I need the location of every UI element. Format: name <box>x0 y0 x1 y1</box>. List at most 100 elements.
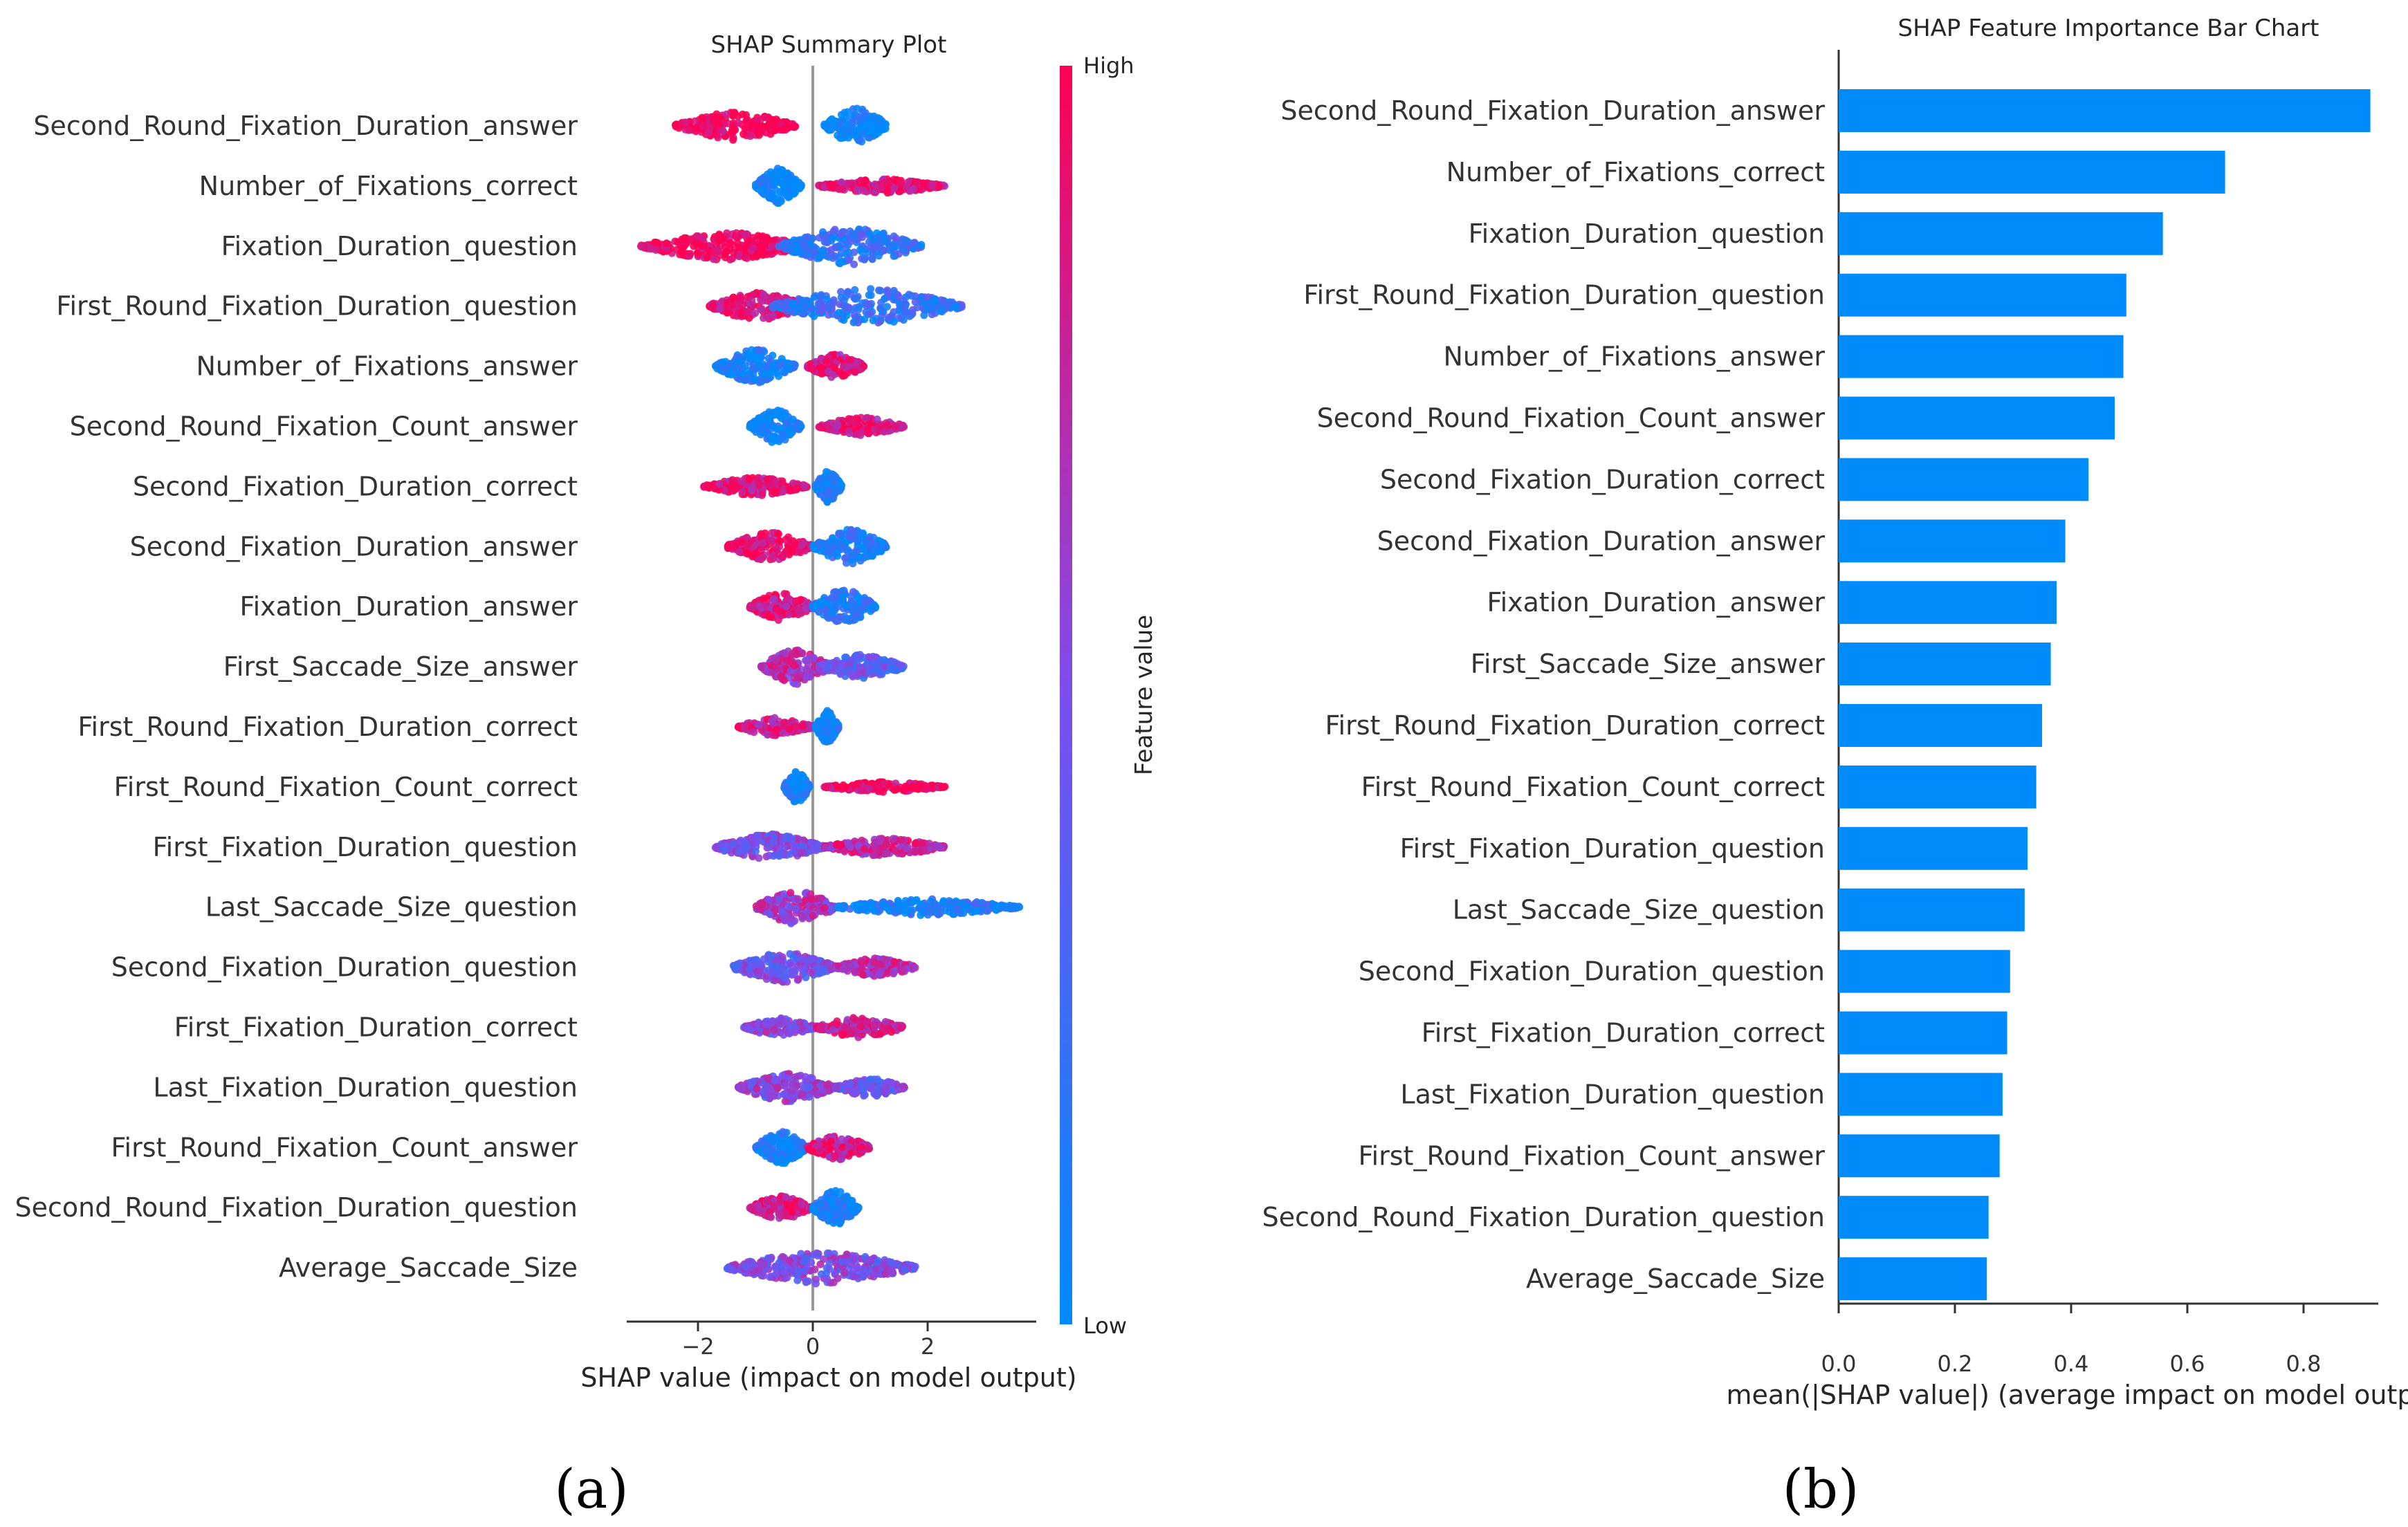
summary-point <box>737 293 744 302</box>
summary-point <box>868 122 876 130</box>
summary-point <box>764 613 773 621</box>
summary-point <box>876 242 885 250</box>
summary-point <box>772 664 780 672</box>
summary-point <box>837 481 845 489</box>
summary-point <box>854 313 862 321</box>
summary-point <box>743 843 751 851</box>
summary-point <box>911 848 919 856</box>
summary-point <box>769 555 777 563</box>
summary-point <box>837 669 845 677</box>
summary-point <box>875 286 883 295</box>
summary-point <box>877 547 885 555</box>
summary-point <box>856 246 865 254</box>
summary-feature-label: Number_of_Fixations_correct <box>199 171 578 201</box>
summary-point <box>729 248 737 257</box>
summary-point <box>873 667 881 674</box>
summary-point <box>757 663 766 671</box>
summary-point <box>834 724 843 732</box>
summary-point <box>952 302 960 311</box>
summary-point <box>753 128 762 136</box>
summary-point <box>870 245 878 253</box>
summary-point <box>798 296 807 304</box>
summary-point <box>869 316 877 324</box>
summary-feature-label: Second_Round_Fixation_Duration_question <box>15 1192 578 1223</box>
summary-point <box>762 601 770 609</box>
summary-point <box>880 178 888 187</box>
summary-point <box>846 228 854 235</box>
summary-point <box>757 185 766 194</box>
summary-point <box>850 553 858 562</box>
summary-point <box>917 241 926 249</box>
summary-feature-label: First_Saccade_Size_answer <box>223 651 578 682</box>
summary-point <box>835 185 843 193</box>
summary-point <box>874 781 883 790</box>
summary-point <box>751 365 760 373</box>
summary-point <box>768 242 776 250</box>
summary-point <box>897 178 905 187</box>
summary-point <box>759 553 767 562</box>
summary-point <box>841 554 849 562</box>
summary-point <box>819 303 827 311</box>
summary-point <box>800 305 808 313</box>
summary-point <box>870 851 879 859</box>
summary-point <box>741 124 749 133</box>
summary-point <box>797 423 805 430</box>
summary-point <box>748 346 755 354</box>
summary-point <box>902 844 910 853</box>
summary-point <box>829 719 837 727</box>
summary-point <box>840 129 848 138</box>
summary-point <box>735 548 743 556</box>
summary-point <box>860 177 868 185</box>
summary-point <box>854 187 862 195</box>
summary-point <box>946 298 954 306</box>
summary-point <box>811 602 820 610</box>
summary-point <box>865 597 873 605</box>
summary-point <box>911 840 919 848</box>
summary-point <box>879 308 887 316</box>
summary-point <box>728 302 736 310</box>
summary-point <box>789 299 798 308</box>
summary-point <box>818 661 826 669</box>
summary-point <box>787 779 796 787</box>
summary-point <box>766 294 774 302</box>
summary-point <box>663 239 670 248</box>
summary-point <box>903 308 911 317</box>
summary-point <box>890 184 898 192</box>
summary-point <box>807 839 815 846</box>
summary-point <box>782 834 790 842</box>
summary-feature-label: Last_Fixation_Duration_question <box>153 1072 578 1102</box>
summary-point <box>831 489 839 497</box>
summary-feature-label: Second_Round_Fixation_Duration_answer <box>33 111 578 141</box>
summary-point <box>790 183 798 190</box>
summary-point <box>835 308 843 317</box>
summary-point <box>936 307 944 315</box>
summary-point <box>799 239 807 248</box>
summary-point <box>748 121 756 129</box>
summary-point <box>843 288 852 297</box>
summary-point <box>732 232 739 240</box>
summary-point <box>938 783 946 791</box>
summary-point <box>700 242 708 250</box>
summary-point <box>928 311 936 319</box>
summary-point <box>871 181 879 188</box>
summary-point <box>829 607 837 616</box>
summary-feature-label: First_Fixation_Duration_correct <box>174 1012 578 1043</box>
summary-point <box>747 485 755 493</box>
summary-point <box>723 308 731 317</box>
summary-point <box>835 784 843 791</box>
summary-point <box>851 368 859 376</box>
summary-feature-label: Second_Fixation_Duration_answer <box>130 531 578 562</box>
summary-point <box>872 602 880 611</box>
summary-point <box>847 527 855 535</box>
summary-point <box>855 124 863 132</box>
summary-point <box>883 421 892 429</box>
summary-point <box>858 115 866 123</box>
summary-point <box>766 118 775 127</box>
summary-point <box>856 136 864 144</box>
summary-point <box>694 249 702 257</box>
summary-point <box>847 122 855 131</box>
summary-point <box>858 107 867 115</box>
summary-point <box>708 304 717 312</box>
summary-point <box>755 854 763 862</box>
summary-point <box>923 784 931 792</box>
